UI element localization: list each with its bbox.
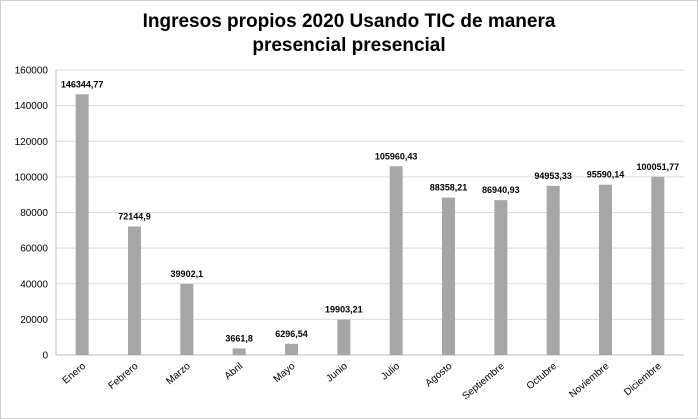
bar	[442, 197, 455, 355]
bar	[232, 348, 246, 355]
chart-title-line-2: presencial presencial	[252, 35, 446, 56]
data-label: 72144,9	[118, 211, 151, 221]
x-tick-label: Septiembre	[461, 361, 508, 403]
x-tick-label: Junio	[324, 361, 350, 385]
data-label: 95590,14	[587, 170, 625, 180]
x-tick-label: Marzo	[164, 361, 193, 388]
bar	[651, 176, 665, 355]
data-label: 100051,77	[637, 162, 680, 172]
x-tick-label: Enero	[61, 361, 89, 387]
x-tick-label: Febrero	[107, 361, 141, 392]
bar	[180, 283, 194, 355]
y-tick-label: 160000	[15, 66, 49, 77]
x-tick-label: Mayo	[272, 361, 298, 385]
data-label: 86940,93	[482, 185, 520, 195]
data-label: 146344,77	[61, 79, 104, 89]
data-label: 39902,1	[171, 269, 204, 279]
data-label: 94953,33	[534, 171, 572, 181]
bar	[128, 226, 141, 355]
data-label: 88358,21	[430, 183, 468, 193]
y-tick-label: 80000	[20, 208, 48, 219]
y-tick-label: 40000	[20, 279, 48, 290]
x-tick-label: Diciembre	[622, 361, 664, 399]
chart-title: Ingresos propios 2020 Usando TIC de mane…	[0, 10, 698, 58]
bar	[75, 94, 89, 356]
y-tick-label: 140000	[15, 101, 49, 112]
x-tick-label: Abril	[223, 361, 245, 382]
data-label: 105960,43	[375, 151, 418, 161]
data-label: 3661,8	[225, 333, 253, 343]
y-tick-label: 0	[42, 351, 48, 362]
data-label: 19903,21	[325, 305, 363, 315]
y-tick-label: 100000	[15, 172, 49, 183]
bar	[494, 200, 508, 355]
chart-title-line-1: Ingresos propios 2020 Usando TIC de mane…	[142, 11, 556, 32]
y-tick-label: 120000	[15, 137, 49, 148]
x-tick-label: Octubre	[525, 361, 560, 393]
x-tick-label: Julio	[379, 361, 402, 383]
data-label: 6296,54	[275, 329, 308, 339]
y-tick-label: 20000	[20, 315, 48, 326]
bar	[285, 343, 298, 355]
bar	[337, 319, 351, 355]
bar	[389, 166, 403, 355]
bar	[546, 185, 560, 355]
x-tick-label: Agosto	[424, 361, 455, 390]
y-tick-label: 60000	[20, 244, 48, 255]
bar	[599, 184, 612, 355]
x-tick-label: Noviembre	[567, 361, 611, 401]
